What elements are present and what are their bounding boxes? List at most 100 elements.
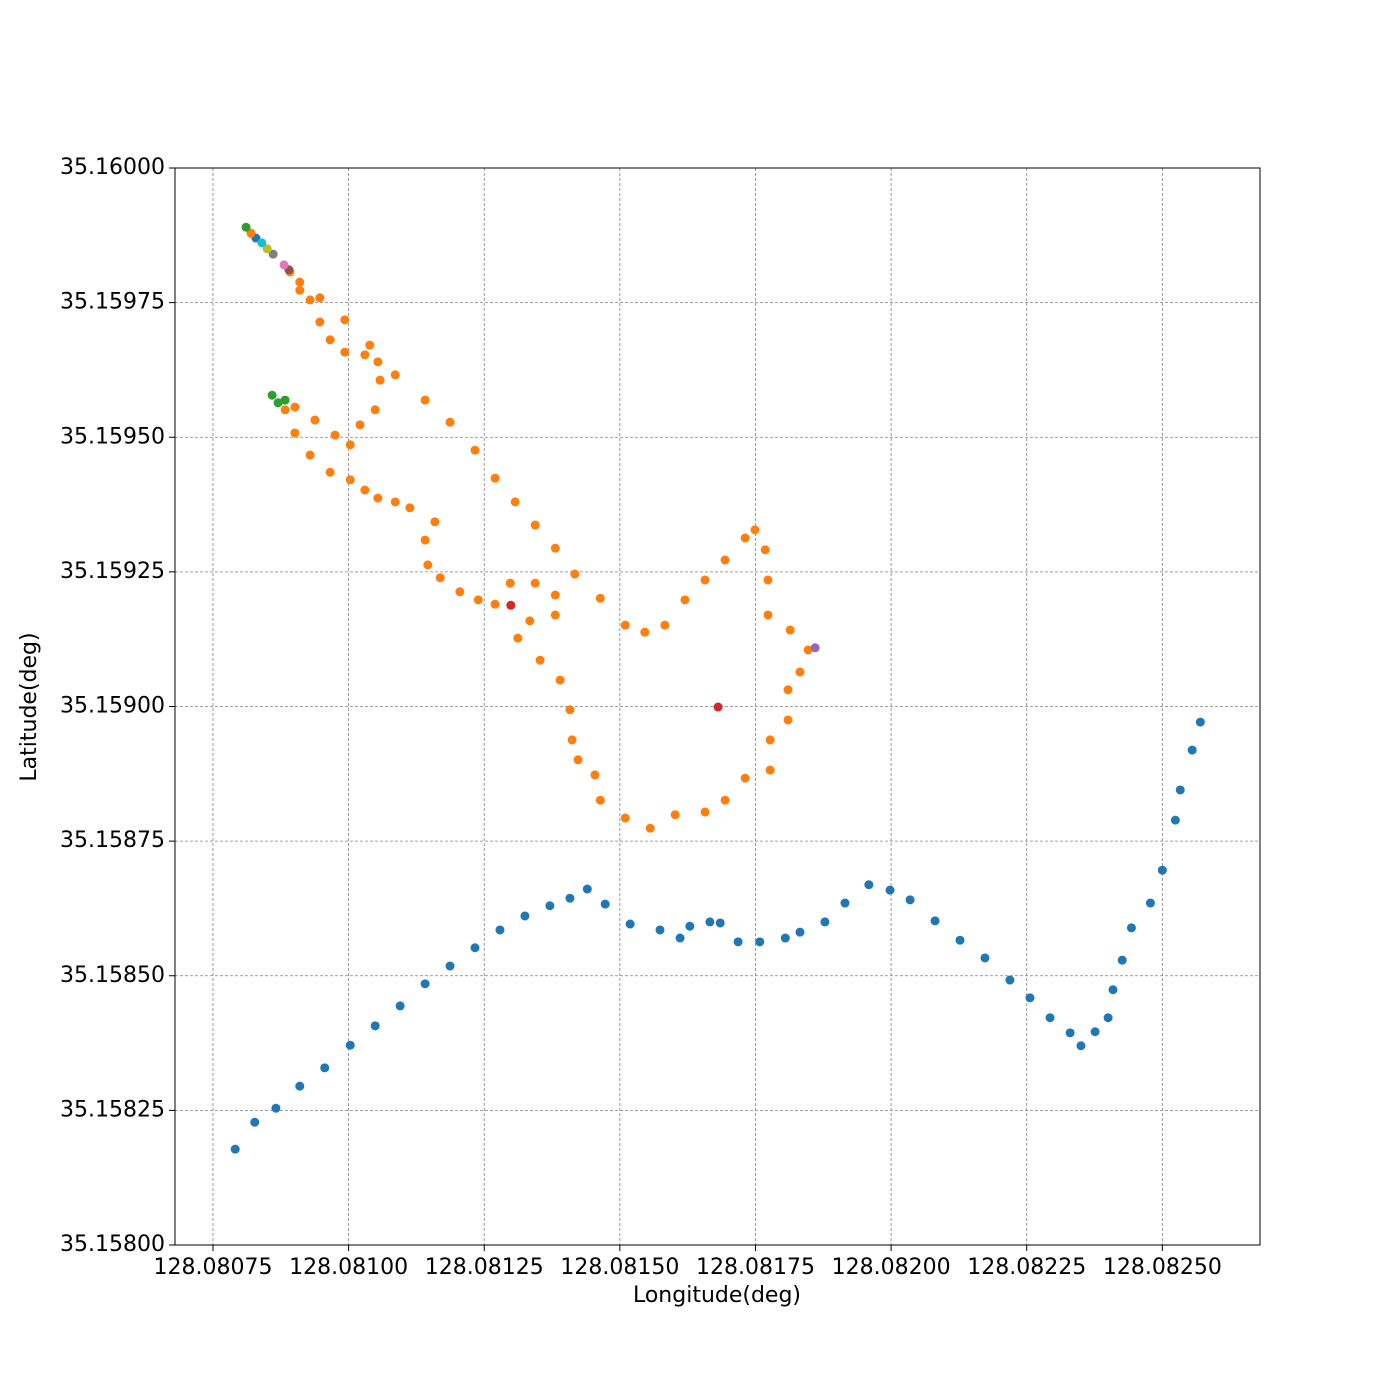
point [555,675,565,685]
y-tick-label: 35.15975 [60,290,165,315]
point [345,1040,355,1050]
point [905,895,915,905]
point [763,610,773,620]
point [370,405,380,415]
point [733,937,743,947]
point [550,543,560,553]
point [455,587,465,597]
point [430,517,440,527]
point [325,467,335,477]
x-tick-label: 128.08075 [153,1255,272,1280]
point [582,884,592,894]
point [470,943,480,953]
point [473,595,483,605]
point [700,575,710,585]
y-tick-label: 35.15925 [60,559,165,584]
x-tick-label: 128.08150 [560,1255,679,1280]
point [520,911,530,921]
point [325,335,335,345]
point [550,590,560,600]
point [360,485,370,495]
point [271,1103,281,1113]
point [620,813,630,823]
point [1090,1027,1100,1037]
point [980,953,990,963]
point [740,773,750,783]
point [685,921,695,931]
point [765,765,775,775]
point [505,578,515,588]
point [420,979,430,989]
point [295,1081,305,1091]
point [803,645,813,655]
point [257,238,267,248]
point [783,715,793,725]
y-tick-label: 35.15825 [60,1097,165,1122]
point [320,1063,330,1073]
point [290,428,300,438]
point [795,667,805,677]
point [810,643,820,653]
point [495,925,505,935]
point [280,395,290,405]
point [750,525,760,535]
point [290,402,300,412]
point [705,917,715,927]
point [390,497,400,507]
point [506,600,516,610]
point [1170,815,1180,825]
point [740,533,750,543]
plot-frame [174,167,1261,1246]
point [513,633,523,643]
point [1187,745,1197,755]
point [620,620,630,630]
point [550,610,560,620]
point [530,578,540,588]
point [390,370,400,380]
point [305,450,315,460]
point [680,595,690,605]
point [490,599,500,609]
point [273,398,283,408]
point [268,249,278,259]
y-tick-label: 35.15950 [60,424,165,449]
point [315,293,325,303]
point [295,285,305,295]
x-axis-label: Longitude(deg) [633,1283,801,1308]
point [405,503,415,513]
y-tick-label: 35.15850 [60,963,165,988]
point [420,395,430,405]
point [375,375,385,385]
y-tick-label: 35.15900 [60,694,165,719]
point [279,260,289,270]
point [355,420,365,430]
point [670,810,680,820]
point [1145,898,1155,908]
point [345,475,355,485]
point [713,702,723,712]
point [445,417,455,427]
point [640,627,650,637]
point [565,705,575,715]
point [795,927,805,937]
point [780,933,790,943]
point [1045,1013,1055,1023]
x-tick-label: 128.08250 [1103,1255,1222,1280]
point [595,795,605,805]
point [600,899,610,909]
point [295,277,305,287]
point [763,575,773,585]
point [330,430,340,440]
point [510,497,520,507]
point [345,440,355,450]
point [655,925,665,935]
point [262,244,272,254]
point [1195,717,1205,727]
point [490,473,500,483]
point [535,655,545,665]
point [435,573,445,583]
point [700,807,710,817]
point [573,755,583,765]
point [470,445,480,455]
